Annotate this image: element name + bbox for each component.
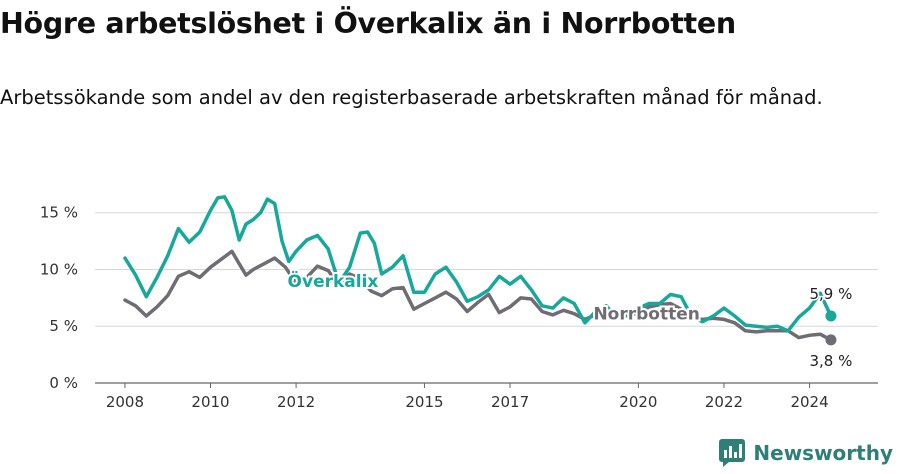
x-tick-label: 2020 (619, 393, 657, 411)
end-label-norrbotten: 3,8 % (809, 352, 852, 370)
series-label-overkalix: Överkalix (288, 270, 379, 292)
end-label-overkalix: 5,9 % (809, 285, 852, 303)
y-tick-label: 10 % (40, 260, 78, 278)
x-tick-label: 2017 (491, 393, 529, 411)
x-tick-label: 2012 (277, 393, 315, 411)
end-dot-overkalix (825, 310, 837, 322)
series-line-overkalix (123, 195, 833, 333)
brand-logo[interactable]: Newsworthy (719, 437, 893, 469)
x-tick-label: 2024 (790, 393, 828, 411)
x-tick-label: 2008 (106, 393, 144, 411)
x-axis-ticks: 2008 2010 2012 2015 2017 2020 2022 2024 (106, 383, 829, 411)
brand-name: Newsworthy (753, 441, 893, 465)
y-tick-label: 15 % (40, 204, 78, 222)
series-labels: Överkalix Norrbotten 5,9 % 3,8 % (286, 268, 854, 372)
series-lines (123, 195, 837, 346)
y-tick-label: 0 % (49, 374, 78, 392)
series-label-norrbotten: Norrbotten (593, 305, 699, 325)
chart-title: Högre arbetslöshet i Överkalix än i Norr… (0, 7, 736, 40)
x-tick-label: 2010 (191, 393, 229, 411)
y-tick-label: 5 % (49, 317, 78, 335)
chart-subtitle: Arbetssökande som andel av den registerb… (0, 86, 823, 109)
newsworthy-logo-icon (719, 439, 746, 467)
end-dot-norrbotten (825, 334, 837, 346)
y-axis-ticks: 0 % 5 % 10 % 15 % (40, 204, 78, 392)
x-tick-label: 2022 (705, 393, 743, 411)
line-chart: 0 %5 %10 %15 % 2008 2010 2012 2015 2017 2020 2… (40, 195, 878, 411)
x-tick-label: 2015 (405, 393, 443, 411)
